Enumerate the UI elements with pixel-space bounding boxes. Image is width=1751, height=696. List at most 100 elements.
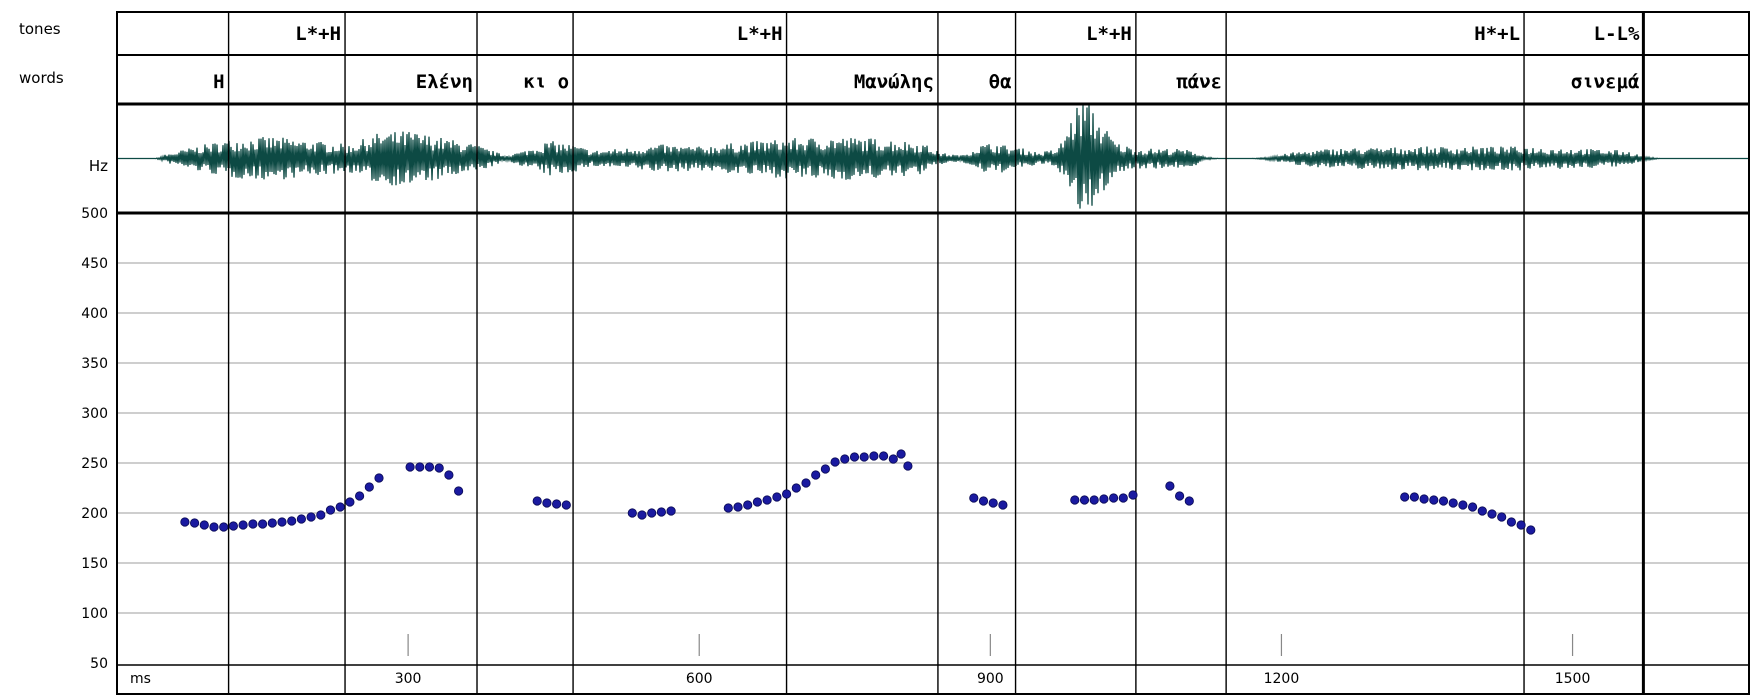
x-tick-label-1200: 1200 bbox=[1264, 671, 1300, 687]
x-tick-label-900: 900 bbox=[977, 671, 1004, 687]
f0-point bbox=[998, 500, 1008, 510]
f0-point bbox=[296, 514, 306, 524]
f0-point bbox=[859, 452, 869, 462]
f0-point bbox=[743, 500, 753, 510]
x-tick-label-1500: 1500 bbox=[1555, 671, 1591, 687]
f0-point bbox=[1118, 493, 1128, 503]
x-tick-label-600: 600 bbox=[686, 671, 713, 687]
f0-point bbox=[988, 498, 998, 508]
f0-point bbox=[1089, 495, 1099, 505]
f0-point bbox=[830, 457, 840, 467]
y-tick-label-500: 500 bbox=[81, 206, 108, 222]
f0-point bbox=[444, 470, 454, 480]
f0-point bbox=[733, 502, 743, 512]
tone-label: L*+H bbox=[295, 23, 341, 45]
tone-label: L-L% bbox=[1594, 23, 1640, 45]
f0-point bbox=[781, 489, 792, 499]
f0-point bbox=[374, 473, 384, 483]
word-label: Ελένη bbox=[416, 71, 473, 93]
f0-point bbox=[1079, 495, 1090, 505]
f0-point bbox=[1409, 492, 1420, 502]
waveform-trace bbox=[117, 103, 1750, 209]
f0-point bbox=[1419, 494, 1429, 504]
y-axis: 50 100 150 200 250 300 350 400 450 500 bbox=[81, 206, 108, 672]
f0-point bbox=[1516, 520, 1526, 530]
f0-point bbox=[978, 496, 989, 506]
f0-point bbox=[791, 483, 801, 493]
y-tick-label-300: 300 bbox=[81, 406, 108, 422]
tone-label: L*+H bbox=[1086, 23, 1132, 45]
f0-point bbox=[820, 464, 831, 474]
f0-point bbox=[405, 462, 415, 472]
f0-point bbox=[666, 506, 676, 516]
f0-point bbox=[969, 493, 979, 503]
f0-point bbox=[840, 454, 850, 464]
word-label: πάνε bbox=[1176, 71, 1222, 93]
gridlines bbox=[117, 262, 1750, 614]
y-tick-label-200: 200 bbox=[81, 506, 108, 522]
plot-border bbox=[116, 11, 1750, 695]
f0-point bbox=[752, 497, 763, 507]
f0-point bbox=[1506, 517, 1517, 527]
x-axis: 300 600 900 1200 1500 bbox=[395, 634, 1591, 687]
tones-tier-label: tones bbox=[19, 20, 61, 38]
f0-point bbox=[1175, 491, 1185, 501]
f0-point bbox=[199, 520, 209, 530]
f0-point bbox=[627, 508, 637, 518]
y-tick-label-350: 350 bbox=[81, 356, 108, 372]
f0-point bbox=[1487, 509, 1497, 519]
f0-point bbox=[453, 486, 464, 496]
f0-point bbox=[415, 462, 425, 472]
f0-point bbox=[849, 452, 860, 462]
f0-point bbox=[219, 522, 229, 532]
f0-point bbox=[180, 517, 190, 527]
f0-point bbox=[869, 451, 879, 461]
word-label: κι ο bbox=[523, 71, 569, 93]
f0-point bbox=[287, 516, 297, 526]
f0-points bbox=[180, 449, 1536, 535]
tone-label: L*+H bbox=[737, 23, 783, 45]
f0-point bbox=[532, 496, 542, 506]
x-tick-label-300: 300 bbox=[395, 671, 422, 687]
tones-tier: L*+H L*+H L*+H H*+L L-L% bbox=[295, 23, 1640, 45]
f0-point bbox=[306, 512, 316, 522]
f0-point bbox=[1400, 492, 1410, 502]
f0-point bbox=[811, 470, 821, 480]
f0-point bbox=[896, 449, 906, 459]
f0-point bbox=[345, 497, 355, 507]
f0-point bbox=[424, 462, 435, 472]
y-tick-label-100: 100 bbox=[81, 606, 108, 622]
f0-point bbox=[542, 498, 552, 508]
f0-point bbox=[1448, 498, 1458, 508]
f0-point bbox=[561, 500, 571, 510]
word-label: Η bbox=[213, 71, 224, 93]
f0-point bbox=[238, 520, 248, 530]
f0-point bbox=[1165, 481, 1175, 491]
f0-point bbox=[647, 508, 657, 518]
f0-point bbox=[1438, 496, 1449, 506]
waveform-label: Hz bbox=[89, 157, 108, 175]
f0-point bbox=[364, 482, 374, 492]
f0-point bbox=[903, 461, 913, 471]
f0-point bbox=[354, 491, 365, 501]
f0-point bbox=[1429, 495, 1439, 505]
words-tier-label: words bbox=[19, 69, 64, 87]
f0-point bbox=[723, 503, 733, 513]
word-label: θα bbox=[989, 71, 1012, 93]
y-tick-label-250: 250 bbox=[81, 456, 108, 472]
f0-point bbox=[1477, 506, 1487, 516]
f0-point bbox=[1070, 495, 1080, 505]
interval-boundaries bbox=[227, 12, 1645, 694]
f0-point bbox=[335, 502, 345, 512]
f0-point bbox=[656, 507, 667, 517]
f0-point bbox=[257, 519, 268, 529]
f0-point bbox=[1109, 493, 1119, 503]
f0-point bbox=[1497, 512, 1507, 522]
f0-point bbox=[1526, 525, 1536, 535]
f0-point bbox=[277, 517, 287, 527]
words-tier: Η Ελένη κι ο Μανώλης θα πάνε σινεμά bbox=[213, 71, 1639, 93]
word-label: σινεμά bbox=[1571, 71, 1640, 93]
f0-point bbox=[1099, 494, 1109, 504]
f0-point bbox=[1128, 490, 1138, 500]
